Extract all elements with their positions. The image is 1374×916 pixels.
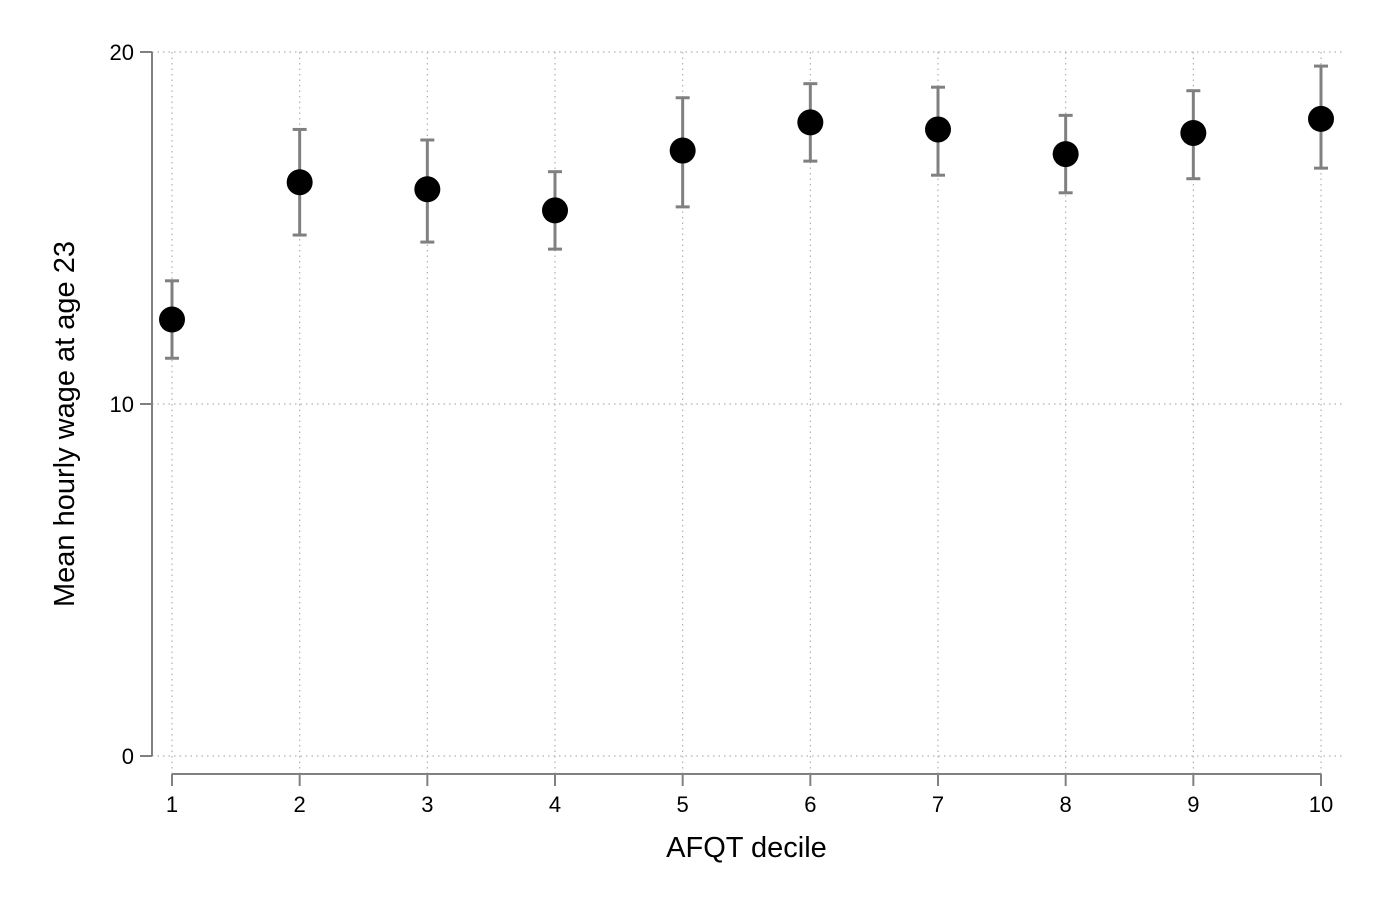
y-tick-label: 0: [122, 744, 134, 769]
x-tick-label: 2: [294, 792, 306, 817]
data-point: [925, 116, 951, 143]
x-tick-label: 8: [1060, 792, 1072, 817]
data-point: [669, 137, 696, 164]
tick-layer: 0 10 20 1 2 3 4 5 6 7 8 9 10: [110, 40, 1334, 817]
x-tick-label: 6: [804, 792, 816, 817]
x-tick-label: 9: [1187, 792, 1199, 817]
data-point: [797, 109, 824, 136]
x-tick-label: 4: [549, 792, 561, 817]
x-tick-label: 1: [166, 792, 178, 817]
point-layer: [159, 105, 1334, 333]
data-point: [286, 169, 313, 196]
x-tick-label: 5: [677, 792, 689, 817]
x-tick-label: 10: [1309, 792, 1333, 817]
y-tick-label: 10: [110, 392, 134, 417]
x-axis-title: AFQT decile: [666, 832, 827, 864]
axis-layer: [151, 52, 1321, 775]
grid-layer: [152, 51, 1342, 774]
y-axis-title: Mean hourly wage at age 23: [49, 241, 81, 607]
data-point: [542, 197, 568, 224]
errorbar-layer: [165, 64, 1328, 360]
data-point: [1308, 105, 1334, 132]
data-point: [159, 306, 185, 333]
data-point: [1180, 119, 1207, 146]
data-point: [1052, 141, 1079, 168]
data-point: [414, 176, 441, 203]
x-tick-label: 7: [932, 792, 944, 817]
y-tick-label: 20: [110, 40, 134, 65]
x-tick-label: 3: [421, 792, 433, 817]
